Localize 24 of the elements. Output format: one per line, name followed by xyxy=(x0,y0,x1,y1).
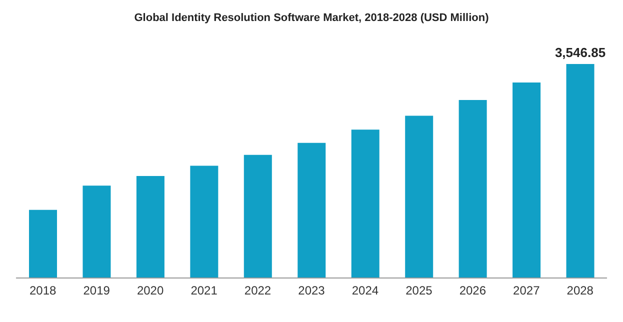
bar xyxy=(405,116,434,278)
bar xyxy=(512,82,541,278)
bar xyxy=(29,210,57,278)
bar xyxy=(351,130,380,278)
x-tick-label: 2021 xyxy=(190,284,218,298)
x-tick-label: 2023 xyxy=(298,284,326,298)
x-tick-label: 2024 xyxy=(352,284,379,298)
bar xyxy=(458,100,487,278)
bar xyxy=(190,166,218,278)
chart-title: Global Identity Resolution Software Market, 2018-2028 (USD Million) xyxy=(133,11,490,24)
bar xyxy=(136,176,164,278)
bar xyxy=(566,64,594,278)
x-tick-label: 2025 xyxy=(406,284,433,298)
bar xyxy=(244,154,272,278)
x-tick-label: 2018 xyxy=(30,284,57,298)
x-tick-label: 2027 xyxy=(513,284,540,298)
bar xyxy=(298,142,326,278)
x-tick-label: 2028 xyxy=(566,284,594,298)
x-tick-label: 2022 xyxy=(244,284,272,298)
x-tick-label: 2020 xyxy=(136,284,164,298)
data-label: 3,546.85 xyxy=(554,45,606,60)
x-tick-label: 2019 xyxy=(83,284,110,298)
bar xyxy=(82,186,111,278)
x-tick-label: 2026 xyxy=(459,284,486,298)
